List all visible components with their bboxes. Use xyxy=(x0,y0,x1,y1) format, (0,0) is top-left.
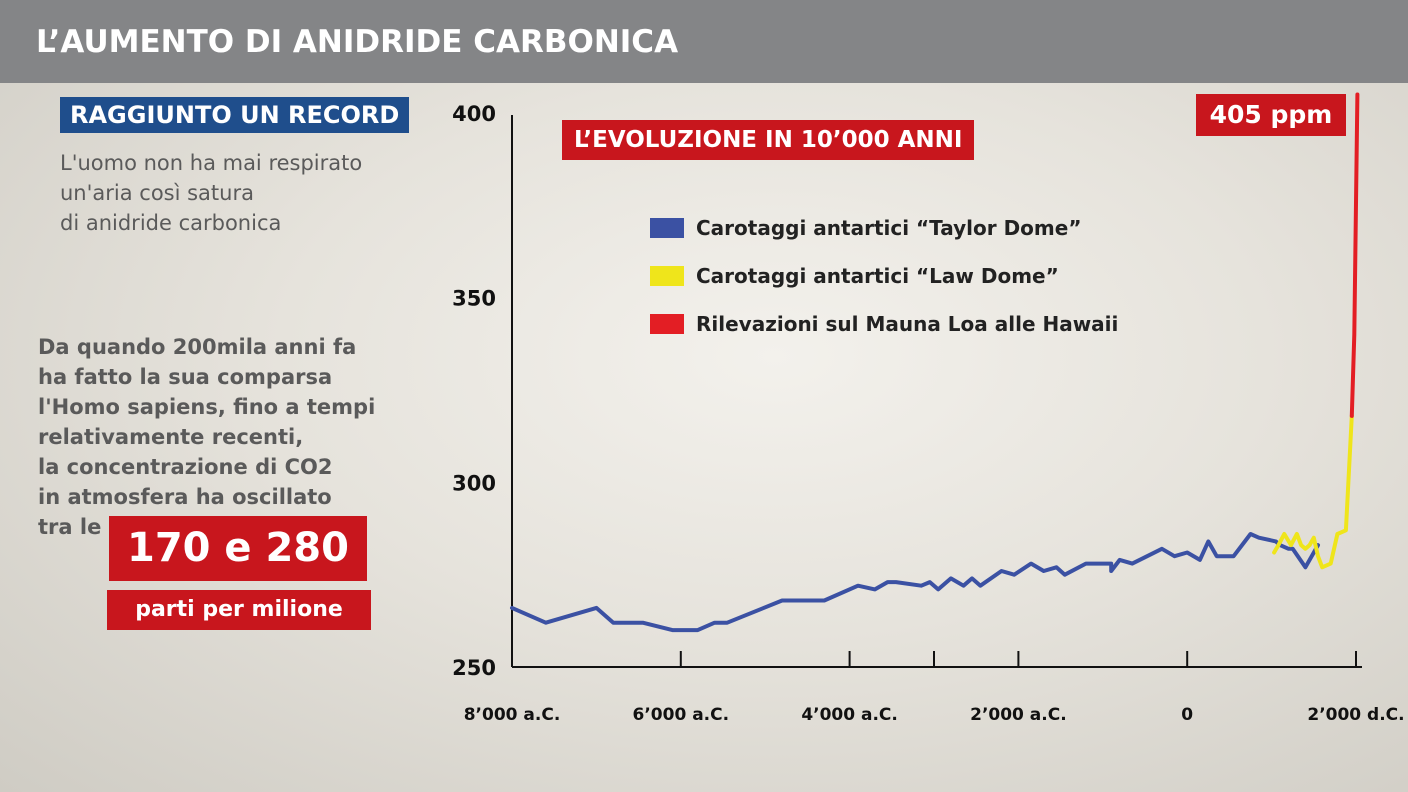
y-tick-label: 250 xyxy=(452,656,496,680)
intro-line: di anidride carbonica xyxy=(60,211,282,235)
legend-swatch-yellow xyxy=(650,266,684,286)
intro-line: L'uomo non ha mai respirato xyxy=(60,151,363,175)
y-tick-label: 400 xyxy=(452,102,496,126)
legend-swatch-blue xyxy=(650,218,684,238)
chart-legend: Carotaggi antartici “Taylor Dome” Carota… xyxy=(650,204,1118,348)
range-unit-badge: parti per milione xyxy=(107,590,371,630)
series-line-2 xyxy=(1349,92,1360,418)
y-tick-label: 350 xyxy=(452,287,496,311)
ppm-callout: 405 ppm xyxy=(1196,94,1346,136)
header-bar: L’AUMENTO DI ANIDRIDE CARBONICA xyxy=(0,0,1408,83)
body-line: relativamente recenti, xyxy=(38,425,304,449)
range-value-badge: 170 e 280 xyxy=(109,516,367,581)
body-line: in atmosfera ha oscillato xyxy=(38,485,332,509)
series-line-0 xyxy=(510,532,1320,633)
x-tick-label: 2’000 a.C. xyxy=(970,705,1067,725)
intro-line: un'aria così satura xyxy=(60,181,254,205)
body-line: ha fatto la sua comparsa xyxy=(38,365,333,389)
body-text: Da quando 200mila anni fa ha fatto la su… xyxy=(38,332,418,542)
legend-label: Carotaggi antartici “Taylor Dome” xyxy=(696,216,1082,240)
x-tick-label: 2’000 d.C. xyxy=(1307,705,1404,725)
legend-item-mauna-loa: Rilevazioni sul Mauna Loa alle Hawaii xyxy=(650,300,1118,348)
body-line: tra le xyxy=(38,515,102,539)
body-line: l'Homo sapiens, fino a tempi xyxy=(38,395,376,419)
series-line-1 xyxy=(1272,413,1354,570)
intro-text: L'uomo non ha mai respirato un'aria così… xyxy=(60,148,420,238)
legend-label: Rilevazioni sul Mauna Loa alle Hawaii xyxy=(696,312,1119,336)
legend-label: Carotaggi antartici “Law Dome” xyxy=(696,264,1059,288)
y-tick-label: 300 xyxy=(452,471,496,495)
record-badge: RAGGIUNTO UN RECORD xyxy=(60,97,410,133)
page-title: L’AUMENTO DI ANIDRIDE CARBONICA xyxy=(36,24,679,60)
x-tick-label: 4’000 a.C. xyxy=(801,705,898,725)
legend-swatch-red xyxy=(650,314,684,334)
x-tick-label: 8’000 a.C. xyxy=(464,705,561,725)
body-line: Da quando 200mila anni fa xyxy=(38,335,357,359)
body-line: la concentrazione di CO2 xyxy=(38,455,333,479)
legend-item-taylor-dome: Carotaggi antartici “Taylor Dome” xyxy=(650,204,1118,252)
x-tick-label: 0 xyxy=(1181,705,1193,725)
x-tick-label: 6’000 a.C. xyxy=(633,705,730,725)
chart-title: L’EVOLUZIONE IN 10’000 ANNI xyxy=(562,120,975,160)
legend-item-law-dome: Carotaggi antartici “Law Dome” xyxy=(650,252,1118,300)
